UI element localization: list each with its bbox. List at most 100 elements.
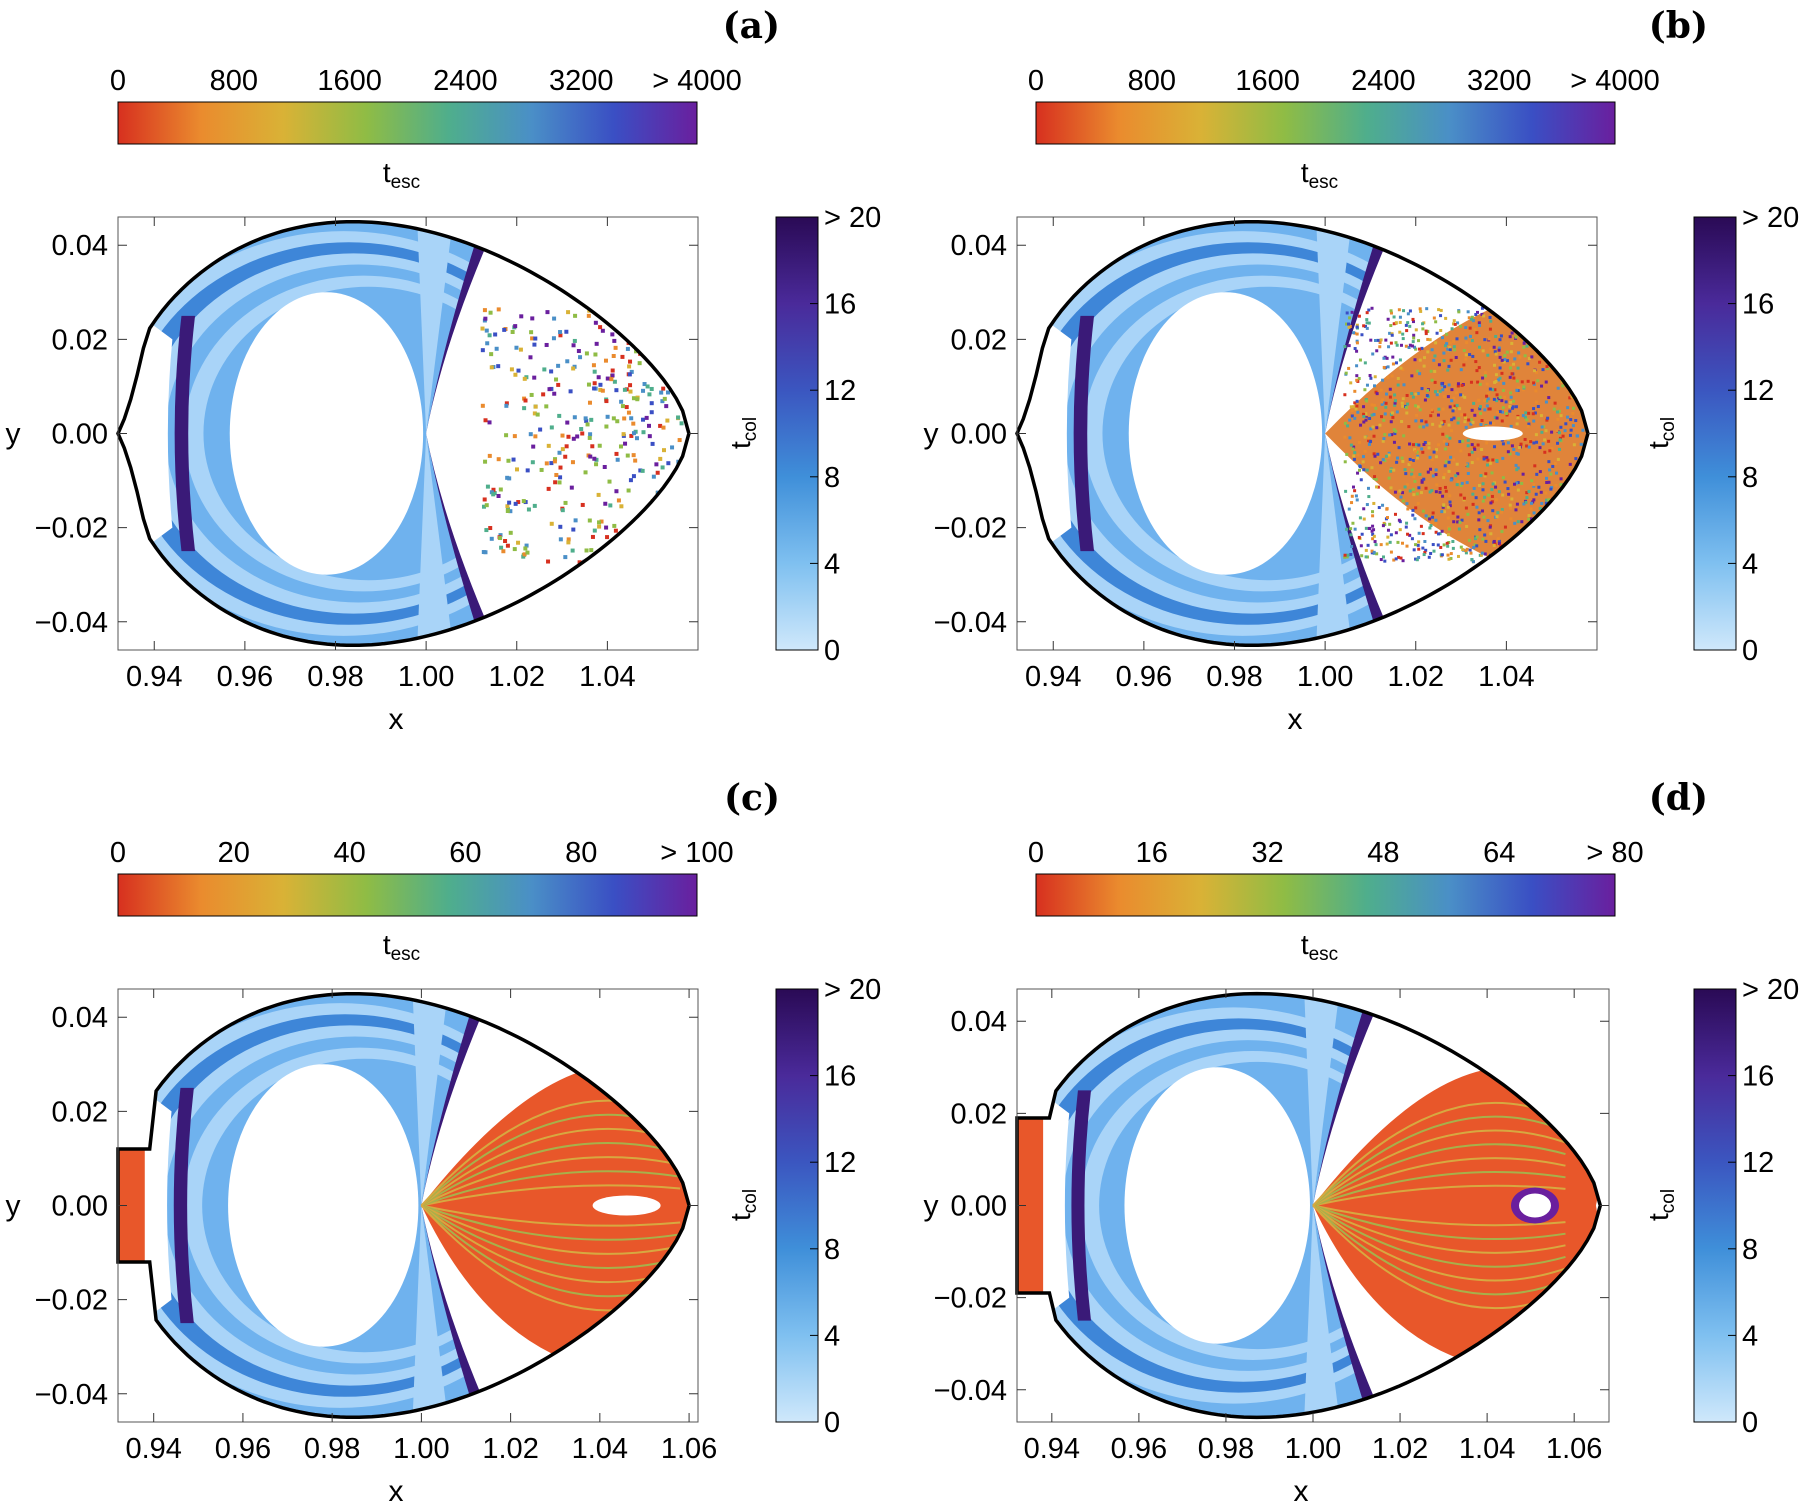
escape-orbit-point: [1384, 401, 1388, 405]
x-tick-label: 0.96: [217, 661, 273, 693]
esc-colorbar-label: tesc: [1301, 157, 1338, 193]
escape-orbit-point: [1569, 348, 1573, 352]
escape-orbit-point: [1459, 493, 1463, 497]
escape-orbit-point: [573, 313, 578, 318]
y-tick-label: 0.02: [52, 324, 108, 356]
escape-orbit-point: [1519, 318, 1523, 322]
escape-orbit-point: [1493, 515, 1497, 519]
escape-orbit-point: [1553, 462, 1557, 466]
escape-orbit-point: [1586, 553, 1588, 557]
escape-orbit-point: [1358, 465, 1362, 469]
zero-velocity-curve: [116, 219, 691, 648]
x-tick-label: 1.02: [489, 661, 545, 693]
escape-orbit-point: [1464, 357, 1468, 361]
escape-orbit-point: [1554, 507, 1558, 511]
escape-orbit-point: [532, 375, 537, 380]
escape-orbit-point: [1577, 488, 1581, 492]
escape-orbit-point: [1550, 430, 1554, 434]
escape-orbit-point: [1458, 407, 1462, 411]
escape-orbit-point: [658, 512, 663, 517]
escape-orbit-point: [1526, 542, 1530, 546]
escape-orbit-point: [1391, 415, 1395, 419]
escape-orbit-point: [1410, 392, 1414, 396]
escape-orbit-point: [570, 548, 575, 553]
escape-orbit-point: [1380, 415, 1384, 419]
escape-orbit-point: [1434, 449, 1438, 453]
escape-orbit-point: [1508, 503, 1512, 507]
esc-colorbar-tick: 2400: [1351, 65, 1416, 97]
escape-orbit-point: [480, 326, 485, 331]
escape-orbit-point: [1498, 338, 1502, 342]
escape-orbit-point: [672, 560, 677, 565]
escape-orbit-point: [530, 460, 535, 465]
escape-orbit-point: [1588, 463, 1591, 466]
escape-orbit-point: [1356, 410, 1360, 414]
escape-orbit-point: [1494, 498, 1498, 502]
escape-orbit-point: [1541, 442, 1545, 446]
escape-orbit-point: [1583, 403, 1587, 407]
escape-orbit-point: [1433, 380, 1437, 384]
escape-orbit-point: [641, 388, 646, 393]
escape-orbit-point: [1473, 543, 1477, 547]
escape-orbit-point: [1389, 341, 1393, 345]
escape-orbit-point: [1513, 316, 1517, 320]
escape-orbit-point: [624, 405, 629, 410]
escape-orbit-point: [1592, 466, 1595, 469]
escape-orbit-point: [1343, 393, 1347, 397]
escape-orbit-point: [1386, 535, 1390, 539]
escape-orbit-point: [1452, 458, 1456, 462]
escape-orbit-point: [1522, 385, 1526, 389]
escape-orbit-point: [1450, 399, 1454, 403]
escape-orbit-point: [544, 342, 549, 347]
escape-orbit-point: [1367, 526, 1371, 530]
escape-orbit-point: [1538, 327, 1542, 331]
escape-orbit-point: [1443, 344, 1447, 348]
escape-orbit-point: [1488, 327, 1492, 331]
escape-orbit-point: [1362, 405, 1366, 409]
escape-orbit-point: [1445, 332, 1449, 336]
escape-orbit-point: [1449, 358, 1453, 362]
escape-orbit-point: [1559, 521, 1563, 525]
escape-orbit-point: [1535, 472, 1539, 476]
col-colorbar-tick: 12: [1742, 1147, 1774, 1179]
escape-orbit-point: [1418, 425, 1422, 429]
escape-orbit-point: [541, 392, 546, 397]
escape-orbit-point: [605, 414, 610, 419]
escape-orbit-point: [1486, 353, 1490, 357]
escape-orbit-point: [1370, 413, 1374, 417]
basin-map: [118, 221, 689, 646]
escape-orbit-point: [1405, 544, 1409, 548]
escape-orbit-point: [1390, 332, 1394, 336]
escape-orbit-point: [610, 368, 615, 373]
escape-orbit-point: [1424, 332, 1428, 336]
escape-orbit-point: [1497, 490, 1501, 494]
escape-band: [1312, 1170, 1566, 1207]
escape-orbit-point: [1549, 487, 1553, 491]
escape-orbit-point: [1570, 395, 1574, 399]
escape-orbit-point: [1546, 366, 1550, 370]
escape-orbit-point: [1382, 401, 1386, 405]
x-tick-label: 0.94: [1024, 1433, 1080, 1465]
escape-orbit-point: [1436, 543, 1440, 547]
escape-orbit-point: [1422, 443, 1426, 447]
escape-orbit-point: [538, 427, 543, 432]
escape-orbit-point: [1401, 459, 1405, 463]
escape-orbit-point: [1364, 555, 1368, 559]
escape-orbit-point: [1567, 357, 1571, 361]
escape-orbit-point: [1440, 529, 1444, 533]
escape-orbit-point: [1547, 531, 1551, 535]
escape-band: [420, 1204, 681, 1270]
escape-orbit-point: [1472, 545, 1476, 549]
escape-orbit-point: [1442, 503, 1446, 507]
escape-orbit-point: [1440, 382, 1444, 386]
col-colorbar-tick: 16: [824, 289, 856, 321]
y-tick-label: 0.00: [951, 419, 1007, 451]
escape-orbit-point: [1564, 554, 1568, 558]
escape-orbit-point: [1363, 361, 1367, 365]
escape-orbit-point: [489, 490, 494, 495]
escape-orbit-point: [1511, 406, 1515, 410]
y-tick-label: 0.00: [52, 1191, 108, 1223]
escape-orbit-point: [1412, 475, 1416, 479]
escape-orbit-point: [1555, 361, 1559, 365]
col-colorbar-tick: 16: [824, 1061, 856, 1093]
